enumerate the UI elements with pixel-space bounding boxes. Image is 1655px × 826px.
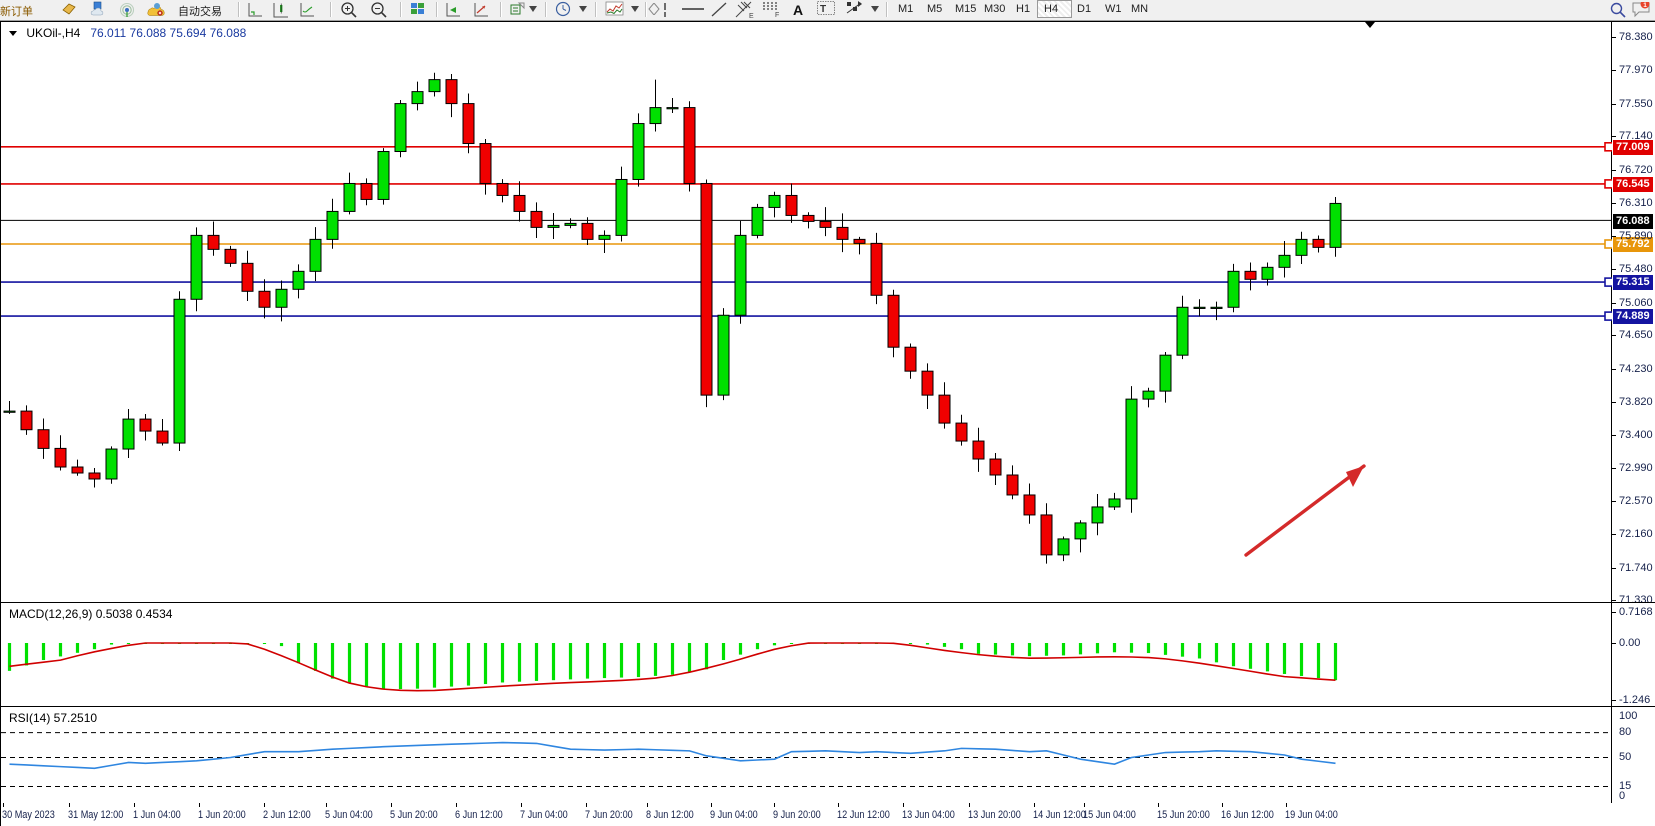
svg-text:F: F	[775, 12, 779, 18]
svg-text:T: T	[820, 4, 826, 15]
svg-text:E: E	[749, 13, 754, 19]
svg-text:1: 1	[1643, 2, 1647, 9]
